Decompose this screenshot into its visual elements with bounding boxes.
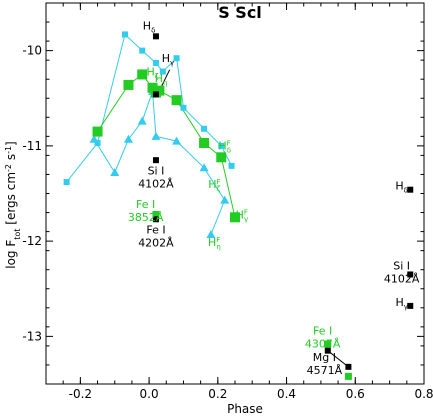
y-tick-label: -11: [22, 139, 42, 153]
data-point-square: [218, 142, 225, 149]
annotation-label: 4102Å: [138, 177, 174, 190]
data-point-square: [407, 302, 414, 309]
data-point-triangle: [199, 163, 209, 172]
annotation-label: Hδ: [143, 20, 156, 35]
data-point-square: [152, 60, 159, 67]
data-point-triangle: [89, 134, 99, 143]
annotation-label: Hη: [155, 72, 168, 87]
data-point-triangle: [110, 168, 120, 177]
data-point-triangle: [151, 131, 161, 140]
data-point-square: [154, 85, 165, 96]
annotation-label: 3852Å: [128, 211, 164, 224]
data-point-triangle: [220, 195, 230, 204]
annotation-label: HF γ: [236, 208, 248, 223]
annotation-label: 4307Å: [305, 337, 341, 350]
plot-frame: [45, 2, 425, 385]
data-point-triangle: [172, 136, 182, 145]
x-tick-label: 0.4: [277, 387, 296, 401]
series-line: [97, 73, 236, 218]
y-axis-label: log Ftot [ergs cm-2 s-1]: [4, 141, 22, 269]
x-tick-label: 0.2: [208, 387, 227, 401]
data-point-square: [123, 79, 134, 90]
data-point-square: [137, 69, 148, 80]
data-point-square: [152, 33, 159, 40]
annotation-label: Fe I: [136, 198, 155, 211]
data-point-square: [180, 104, 187, 111]
data-point-square: [228, 162, 235, 169]
annotation-label: 4202Å: [138, 237, 174, 250]
data-point-square: [199, 138, 210, 149]
annotation-label: Fe I: [313, 324, 332, 337]
data-point-square: [152, 210, 160, 218]
data-point-square: [92, 126, 103, 137]
data-point-square: [407, 186, 414, 193]
data-point-square: [407, 271, 414, 278]
annotation-label: 4571Å: [307, 364, 343, 377]
x-tick-label: 0.8: [414, 387, 433, 401]
y-tick-label: -12: [22, 234, 42, 248]
data-point-square: [344, 372, 352, 380]
annotation-label: Mg I: [313, 351, 336, 364]
annotation-label: Si I: [393, 260, 410, 273]
data-point-square: [216, 152, 227, 163]
connector-line: [327, 350, 349, 368]
data-point-square: [152, 216, 159, 223]
annotation-label: HF ζ: [208, 178, 220, 193]
annotation-label: Hγ: [162, 52, 174, 67]
annotation-label: HF η: [208, 236, 221, 251]
annotation-label: HF δ: [218, 140, 231, 155]
x-tick-label: 0.0: [140, 387, 159, 401]
data-point-square: [152, 91, 159, 98]
annotation-label: 4102Å: [384, 273, 420, 286]
annotation-label: Si I: [148, 164, 165, 177]
data-point-square: [159, 68, 166, 75]
axes: -0.2 0.0 0.2 0.4 0.6 0.8 -10 -11 -12 -13: [22, 2, 433, 401]
data-point-square: [171, 95, 182, 106]
x-tick-label: -0.2: [69, 387, 92, 401]
annotation-label: Hζ: [146, 65, 158, 80]
data-point-triangle: [206, 229, 216, 238]
data-point-square: [122, 31, 129, 38]
annotation-label: Fe I: [146, 224, 165, 237]
data-point-square: [345, 363, 352, 370]
series-line: [93, 91, 226, 235]
data-point-square: [139, 47, 146, 54]
data-point-square: [201, 125, 208, 132]
y-tick-label: -10: [22, 44, 42, 58]
x-axis-label: Phase: [227, 402, 263, 416]
data-point-square: [324, 340, 332, 348]
series-line: [66, 33, 233, 183]
annotation-label: Hδ: [395, 180, 408, 195]
y-tick-label: -13: [22, 329, 42, 343]
data-point-square: [152, 157, 159, 164]
data-point-square: [173, 55, 180, 62]
x-tick-label: 0.6: [346, 387, 365, 401]
chart-title: S Scl: [218, 3, 262, 22]
annotation-label: Hγ: [395, 296, 407, 311]
data-point-square: [94, 140, 101, 147]
data-point-square: [63, 179, 70, 186]
data-point-square: [230, 212, 240, 223]
data-point-square: [324, 347, 331, 354]
data-point-triangle: [123, 134, 133, 143]
data-point-triangle: [137, 116, 147, 125]
